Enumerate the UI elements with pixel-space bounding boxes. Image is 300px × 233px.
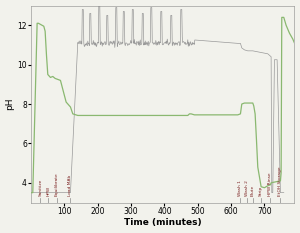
Text: Strip: Strip (259, 185, 263, 196)
Text: Sanitize: Sanitize (38, 178, 43, 196)
Text: Load MAb: Load MAb (68, 174, 73, 196)
Y-axis label: pH: pH (6, 98, 15, 110)
Text: Elute: Elute (251, 184, 255, 196)
X-axis label: Time (minutes): Time (minutes) (124, 219, 202, 227)
Text: HPW Rinse: HPW Rinse (268, 172, 272, 196)
Text: Wash 2: Wash 2 (245, 180, 249, 196)
Text: EtOH Storage: EtOH Storage (278, 166, 282, 196)
Text: Equilibrate: Equilibrate (55, 172, 59, 196)
Text: Wash 1: Wash 1 (238, 180, 242, 196)
Text: HPW: HPW (46, 185, 50, 196)
